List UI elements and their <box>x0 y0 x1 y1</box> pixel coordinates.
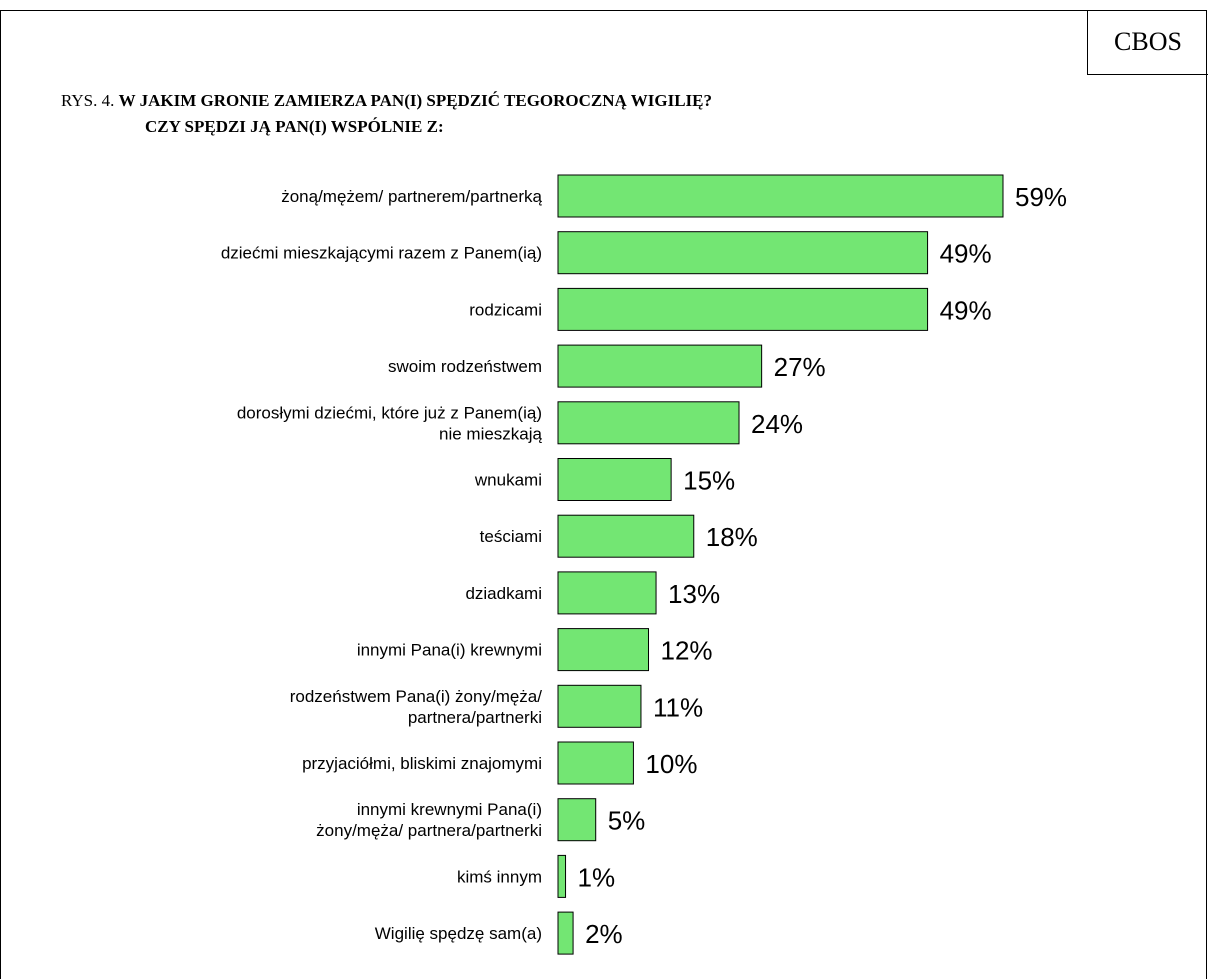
category-label-11: innymi krewnymi Pana(i) żony/męża/ partne… <box>316 800 542 840</box>
bar-3 <box>557 344 763 388</box>
bar-7 <box>557 571 657 615</box>
bar-10 <box>557 741 634 785</box>
category-label-6: teściami <box>480 527 542 546</box>
value-label-4: 24% <box>751 409 803 439</box>
bar-13 <box>557 911 574 955</box>
category-label-line: innymi Pana(i) krewnymi <box>357 641 542 660</box>
figure-number: RYS. 4. <box>61 91 115 110</box>
category-label-line: rodzeństwem Pana(i) żony/męża/ <box>290 687 543 706</box>
bar-6 <box>557 514 695 558</box>
category-label-12: kimś innym <box>457 867 542 886</box>
category-label-line: wnukami <box>474 471 542 490</box>
bar-5 <box>557 458 672 501</box>
category-label-9: rodzeństwem Pana(i) żony/męża/partnera/p… <box>290 687 543 727</box>
category-label-line: przyjaciółmi, bliskimi znajomymi <box>302 754 542 773</box>
figure-frame <box>0 10 1207 979</box>
value-label-10: 10% <box>645 749 697 779</box>
bar-0 <box>557 174 1004 218</box>
category-label-7: dziadkami <box>465 584 542 603</box>
title-line-1: W JAKIM GRONIE ZAMIERZA PAN(I) SPĘDZIĆ T… <box>118 91 712 110</box>
category-label-line: Wigilię spędzę sam(a) <box>375 924 542 943</box>
value-label-13: 2% <box>585 919 623 949</box>
category-label-1: dziećmi mieszkającymi razem z Panem(ią) <box>221 244 542 263</box>
bar-2 <box>557 287 929 331</box>
category-label-3: swoim rodzeństwem <box>388 357 542 376</box>
category-label-line: kimś innym <box>457 867 542 886</box>
category-label-line: dorosłymi dziećmi, które już z Panem(ią) <box>237 403 542 422</box>
chart-title: RYS. 4. W JAKIM GRONIE ZAMIERZA PAN(I) S… <box>61 88 712 140</box>
category-label-line: rodzicami <box>469 300 542 319</box>
category-label-line: żony/męża/ partnera/partnerki <box>316 821 542 840</box>
value-label-3: 27% <box>774 352 826 382</box>
category-label-8: innymi Pana(i) krewnymi <box>357 641 542 660</box>
value-label-8: 12% <box>661 636 713 666</box>
value-label-5: 15% <box>683 466 735 496</box>
category-label-line: partnera/partnerki <box>408 708 542 727</box>
category-label-line: teściami <box>480 527 542 546</box>
value-label-2: 49% <box>940 295 992 325</box>
bar-4 <box>557 401 740 445</box>
category-label-line: dziadkami <box>465 584 542 603</box>
category-label-line: innymi krewnymi Pana(i) <box>357 800 542 819</box>
category-label-10: przyjaciółmi, bliskimi znajomymi <box>302 754 542 773</box>
bar-8 <box>557 628 650 672</box>
bar-11 <box>557 798 597 842</box>
category-label-2: rodzicami <box>469 300 542 319</box>
category-label-line: swoim rodzeństwem <box>388 357 542 376</box>
category-label-4: dorosłymi dziećmi, które już z Panem(ią)… <box>237 403 543 443</box>
value-label-0: 59% <box>1015 182 1067 212</box>
value-label-6: 18% <box>706 522 758 552</box>
bar-12 <box>557 854 567 898</box>
value-label-12: 1% <box>578 862 616 892</box>
bar-1 <box>557 231 929 275</box>
category-label-5: wnukami <box>474 471 542 490</box>
value-label-7: 13% <box>668 579 720 609</box>
title-line-2: CZY SPĘDZI JĄ PAN(I) WSPÓLNIE Z: <box>145 117 444 136</box>
value-label-11: 5% <box>608 806 646 836</box>
category-label-13: Wigilię spędzę sam(a) <box>375 924 542 943</box>
category-label-line: dziećmi mieszkającymi razem z Panem(ią) <box>221 244 542 263</box>
bar-9 <box>557 684 642 728</box>
category-label-0: żoną/mężem/ partnerem/partnerką <box>281 187 542 206</box>
value-label-1: 49% <box>940 239 992 269</box>
value-label-9: 11% <box>653 692 703 722</box>
source-label: CBOS <box>1087 10 1208 75</box>
category-label-line: nie mieszkają <box>439 424 543 443</box>
category-label-line: żoną/mężem/ partnerem/partnerką <box>281 187 542 206</box>
